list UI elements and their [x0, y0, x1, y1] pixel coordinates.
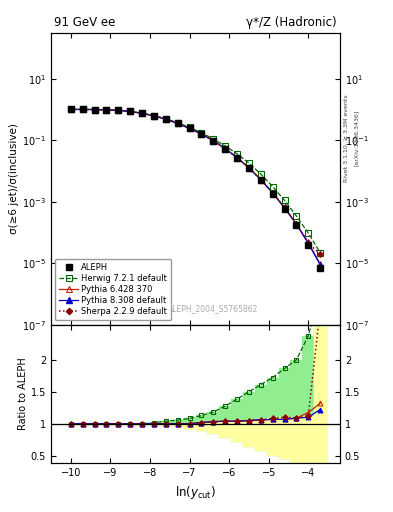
Y-axis label: Ratio to ALEPH: Ratio to ALEPH [18, 357, 28, 431]
Y-axis label: σ(≥6 jet)/σ(inclusive): σ(≥6 jet)/σ(inclusive) [9, 123, 20, 234]
Text: [arXiv:1306.3436]: [arXiv:1306.3436] [354, 110, 359, 166]
X-axis label: $\ln(y_{\rm cut})$: $\ln(y_{\rm cut})$ [175, 484, 216, 501]
Text: 91 GeV ee: 91 GeV ee [54, 16, 116, 29]
Text: Rivet 3.1.10, ≥ 3.3M events: Rivet 3.1.10, ≥ 3.3M events [344, 94, 349, 182]
Text: ALEPH_2004_S5765862: ALEPH_2004_S5765862 [168, 304, 258, 313]
Text: γ*/Z (Hadronic): γ*/Z (Hadronic) [246, 16, 337, 29]
Legend: ALEPH, Herwig 7.2.1 default, Pythia 6.428 370, Pythia 8.308 default, Sherpa 2.2.: ALEPH, Herwig 7.2.1 default, Pythia 6.42… [55, 259, 171, 321]
